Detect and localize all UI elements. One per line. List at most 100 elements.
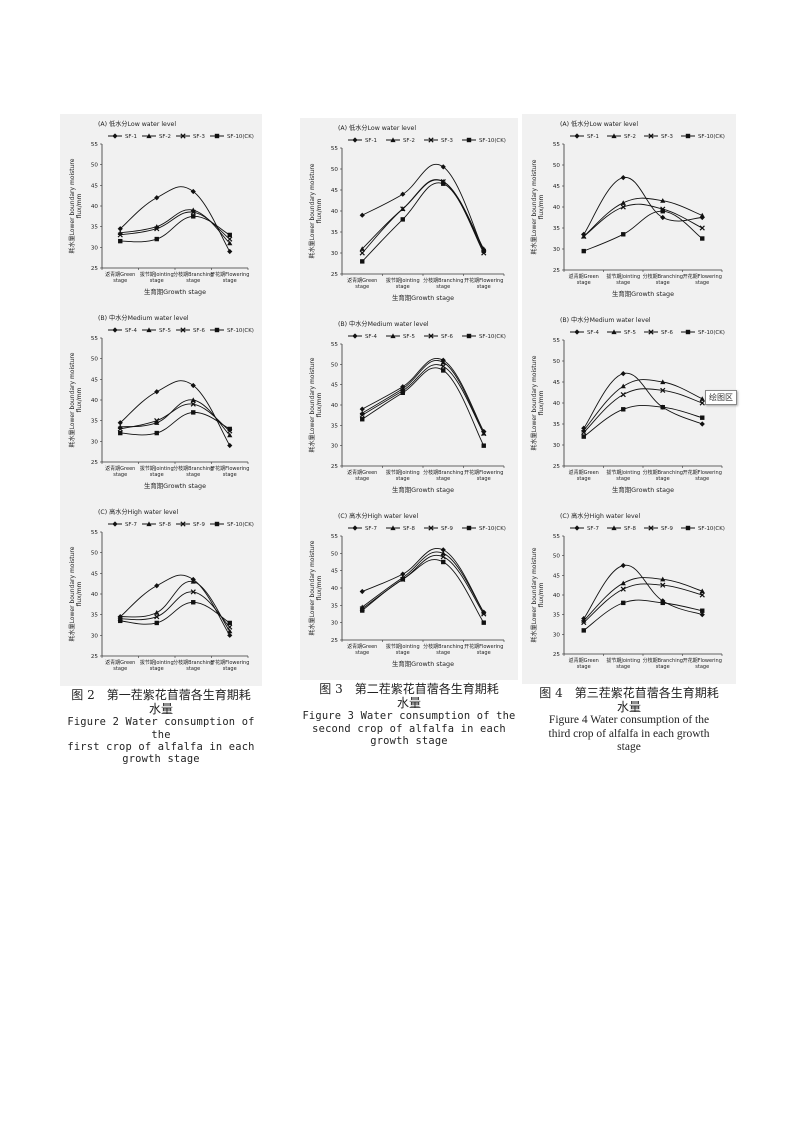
data-point (700, 415, 705, 420)
chart-fig2-a: (A) 低水分Low water level SF-1 SF-2 SF-3 SF-10(… (68, 120, 254, 296)
y-axis-label: 耗水量Lower boundary moistureflux/mm (308, 357, 323, 452)
chart-fig4-a: (A) 低水分Low water level SF-1 SF-2 SF-3 SF-10(… (530, 120, 725, 298)
legend-marker (428, 525, 434, 531)
data-point (620, 383, 626, 389)
y-tick-label: 50 (331, 362, 339, 368)
legend-marker (146, 521, 152, 527)
series-SF-10(CK) (581, 404, 705, 439)
y-axis-label: 耗水量Lower boundary moistureflux/mm (68, 158, 83, 253)
legend-marker (685, 133, 691, 139)
y-axis-label: 耗水量Lower boundary moistureflux/mm (308, 163, 323, 258)
legend-label: SF-7 (125, 522, 137, 528)
caption-zh-line2: 水量 (616, 700, 641, 715)
legend-marker (648, 525, 654, 531)
series-SF-8 (117, 579, 233, 634)
x-tick-label: 开花期Flowering stage (683, 469, 722, 482)
legend-label: SF-10(CK) (698, 134, 725, 140)
chart-fig3-a: (A) 低水分Low water level SF-1 SF-2 SF-3 SF-10(… (308, 124, 506, 302)
x-tick-label: 分枝期Branching stage (643, 469, 683, 482)
data-point (400, 571, 406, 577)
legend-marker (390, 333, 396, 339)
data-point (190, 579, 196, 584)
series-line (583, 404, 703, 437)
series-SF-1 (359, 164, 487, 254)
legend-marker (466, 137, 472, 143)
y-axis-label: 耗水量Lower boundary moistureflux/mm (308, 540, 323, 635)
data-point (481, 443, 486, 448)
x-tick-label: 开花期Flowering stage (210, 659, 249, 672)
y-tick-label: 45 (553, 573, 561, 579)
x-axis-label: 生育期Growth stage (144, 287, 206, 296)
x-tick-label: 拔节期Jointing stage (606, 469, 640, 482)
y-axis-label: 耗水量Lower boundary moistureflux/mm (68, 352, 83, 447)
y-tick-label: 30 (91, 633, 99, 639)
x-axis-label: 生育期Growth stage (612, 485, 674, 494)
series-line (362, 547, 485, 613)
y-tick-label: 50 (553, 359, 561, 365)
caption-en-line3: stage (617, 741, 641, 754)
x-tick-label: 拔节期Jointing stage (606, 273, 640, 286)
y-tick-label: 25 (331, 272, 339, 278)
legend-label: SF-4 (365, 334, 377, 340)
data-point (440, 164, 446, 170)
legend-marker (112, 521, 118, 527)
legend-label: SF-10(CK) (479, 526, 506, 532)
y-tick-label: 40 (331, 403, 339, 409)
data-point (581, 429, 587, 436)
y-tick-label: 55 (331, 146, 339, 152)
data-point (700, 608, 705, 613)
series-SF-6 (117, 401, 233, 434)
data-point (227, 236, 233, 242)
y-tick-label: 30 (331, 621, 339, 627)
legend-label: SF-5 (403, 334, 415, 340)
legend-label: SF-6 (661, 330, 673, 336)
x-tick-label: 分枝期Branching stage (173, 659, 213, 672)
plot-area-tooltip: 绘图区 (705, 390, 737, 405)
y-tick-label: 30 (553, 247, 561, 253)
legend-label: SF-8 (403, 526, 415, 532)
legend-marker (146, 327, 152, 333)
data-point (481, 620, 486, 625)
data-point (620, 586, 626, 592)
data-point (699, 225, 705, 231)
legend-label: SF-8 (159, 522, 171, 528)
legend-label: SF-3 (441, 138, 453, 144)
data-point (227, 426, 232, 432)
series-line (120, 403, 231, 432)
chart-title: (C) 高水分High water level (338, 512, 418, 520)
legend-label: SF-7 (587, 526, 599, 532)
legend-marker (611, 329, 617, 335)
data-point (191, 600, 196, 605)
series-SF-10(CK) (581, 209, 705, 254)
data-point (660, 576, 666, 582)
y-tick-label: 50 (331, 167, 339, 173)
legend-marker (466, 525, 472, 531)
data-point (620, 204, 626, 210)
y-tick-label: 35 (331, 423, 339, 429)
data-point (227, 442, 233, 449)
series-SF-10(CK) (118, 410, 232, 436)
data-point (699, 588, 705, 594)
figure-2-caption: 图 2 第一茬紫花苜蓿各生育期耗 水量 Figure 2 Water consu… (60, 688, 262, 765)
series-line (362, 164, 485, 252)
y-axis-label: 耗水量Lower boundary moistureflux/mm (68, 546, 83, 641)
legend: SF-4 SF-5 SF-6 SF-10(CK) (570, 329, 725, 336)
data-point (440, 550, 446, 556)
data-point (441, 181, 446, 186)
y-tick-label: 45 (553, 184, 561, 190)
legend-label: SF-9 (441, 526, 453, 532)
chart-title: (A) 低水分Low water level (560, 120, 638, 128)
series-line (119, 186, 231, 252)
caption-en-line1: Figure 4 Water consumption of the (548, 714, 710, 727)
y-tick-label: 35 (553, 422, 561, 428)
legend-label: SF-2 (624, 134, 636, 140)
y-tick-label: 55 (331, 534, 339, 540)
x-tick-label: 拔节期Jointing stage (140, 271, 174, 284)
data-point (360, 417, 365, 422)
data-point (481, 248, 486, 254)
legend-label: SF-5 (159, 328, 171, 334)
series-line (120, 581, 231, 632)
series-line (583, 583, 703, 623)
series-line (120, 411, 230, 436)
data-point (190, 589, 196, 595)
